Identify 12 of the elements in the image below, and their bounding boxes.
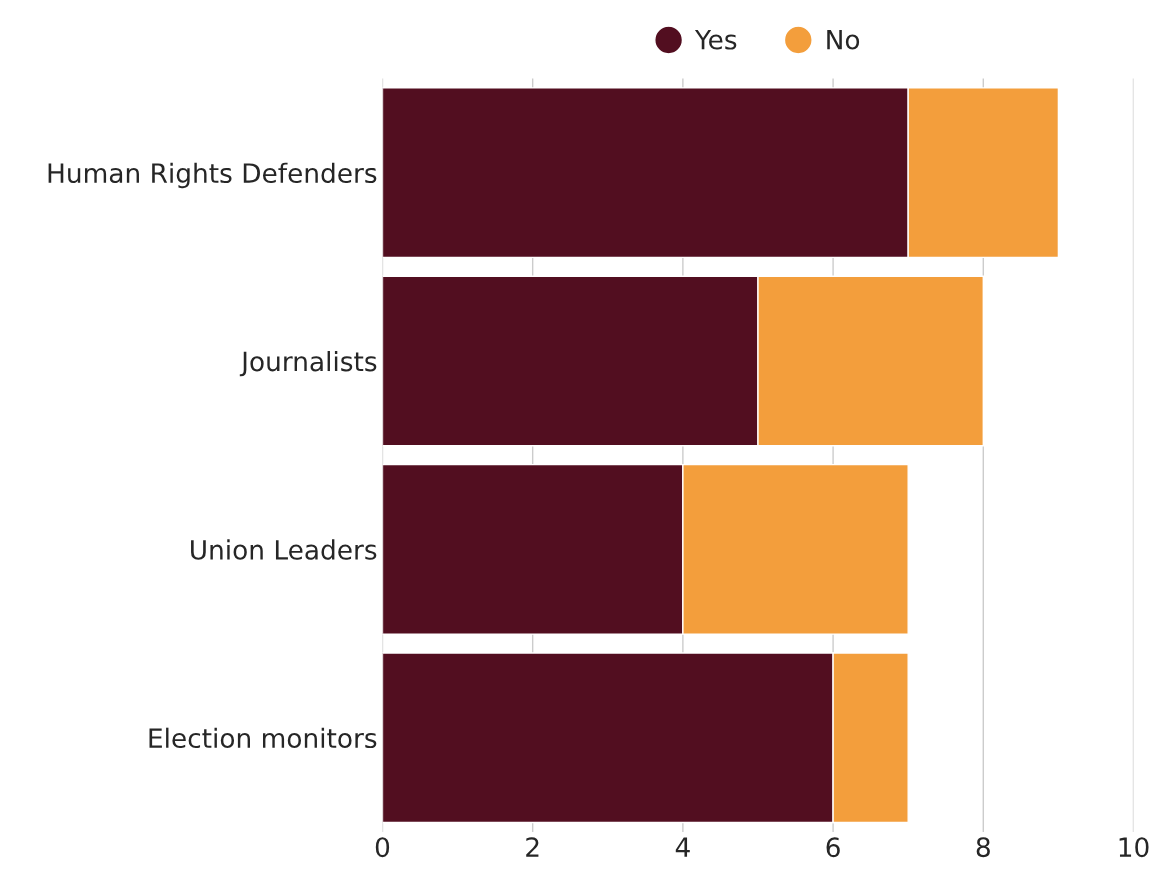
y-tick-label: Election monitors <box>149 727 377 749</box>
y-tick-label: Human Rights Defenders <box>48 162 377 189</box>
x-tick-label: 6 <box>826 837 840 858</box>
x-tick-label: 2 <box>526 837 539 857</box>
y-tick-label: Journalists <box>239 350 377 377</box>
x-tick-label: 4 <box>675 837 690 857</box>
legend-label: No <box>827 30 860 50</box>
y-tick-label: Union Leaders <box>191 539 377 560</box>
x-tick-label: 8 <box>976 837 990 858</box>
x-tick-label: 10 <box>1119 837 1149 858</box>
x-tick-label: 0 <box>375 837 390 858</box>
legend-label: Yes <box>694 30 737 50</box>
